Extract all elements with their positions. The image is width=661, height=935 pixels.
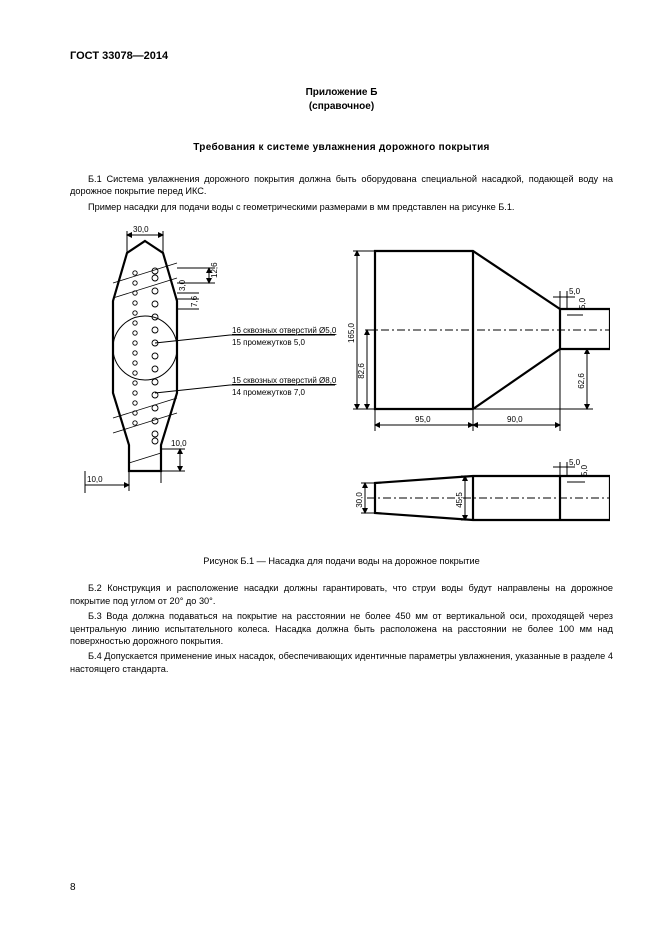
page-number: 8 [70,882,76,893]
appendix-title-block: Приложение Б (справочное) [70,86,613,114]
dim-82-6: 82,6 [357,363,366,379]
dim-95: 95,0 [415,415,431,424]
dim-3-0: 3,0 [178,280,187,292]
dim-b5: 5,0 [569,458,581,467]
dim-5-top: 5,0 [569,287,581,296]
para-b2: Б.2 Конструкция и расположение насадки д… [70,582,613,607]
dim-b45-5: 45,5 [455,492,464,508]
dim-b5s: 5,0 [580,465,589,477]
dim-90: 90,0 [507,415,523,424]
dim-12-6: 12,6 [210,262,219,278]
dim-165: 165,0 [347,323,356,344]
para-b1a: Б.1 Система увлажнения дорожного покрыти… [70,173,613,198]
dim-62-6: 62,6 [577,373,586,389]
dim-10a: 10,0 [171,439,187,448]
appendix-note: (справочное) [309,101,374,112]
para-b4: Б.4 Допускается применение иных насадок,… [70,650,613,675]
dim-30: 30,0 [133,225,149,234]
doc-number: ГОСТ 33078—2014 [70,50,613,62]
figure-b1: 30,0 12,6 3,0 7,6 16 сквозных отверстий … [70,223,613,548]
appendix-label: Приложение Б [306,87,378,98]
figure-caption: Рисунок Б.1 — Насадка для подачи воды на… [70,556,613,566]
ann-16-holes: 16 сквозных отверстий Ø5,0 [232,326,337,335]
dim-10b: 10,0 [87,475,103,484]
dim-7-6: 7,6 [190,296,199,308]
para-b3: Б.3 Вода должна подаваться на покрытие н… [70,610,613,647]
ann-14-gaps: 14 промежутков 7,0 [232,388,306,397]
para-b1b: Пример насадки для подачи воды с геометр… [70,201,613,213]
dim-b30: 30,0 [355,492,364,508]
dim-5-side: 5,0 [578,298,587,310]
section-title: Требования к системе увлажнения дорожног… [70,142,613,153]
ann-15-gaps: 15 промежутков 5,0 [232,338,306,347]
ann-15-holes: 15 сквозных отверстий Ø8,0 [232,376,337,385]
